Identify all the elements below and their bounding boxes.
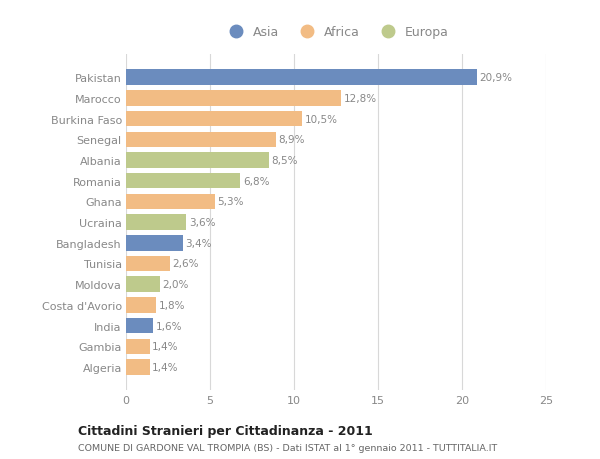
Text: 3,6%: 3,6% — [189, 218, 215, 228]
Bar — [126, 153, 269, 168]
Text: 6,8%: 6,8% — [243, 176, 269, 186]
Legend: Asia, Africa, Europa: Asia, Africa, Europa — [218, 21, 454, 44]
Text: 1,8%: 1,8% — [159, 300, 185, 310]
Text: 2,0%: 2,0% — [162, 280, 188, 290]
Bar — [126, 359, 149, 375]
Text: 5,3%: 5,3% — [218, 197, 244, 207]
Bar — [126, 277, 160, 292]
Bar — [126, 318, 153, 334]
Text: 1,4%: 1,4% — [152, 362, 179, 372]
Bar — [126, 297, 156, 313]
Text: 8,9%: 8,9% — [278, 135, 305, 145]
Bar — [126, 339, 149, 354]
Bar — [126, 91, 341, 106]
Bar — [126, 174, 240, 189]
Text: 8,5%: 8,5% — [271, 156, 298, 166]
Text: 2,6%: 2,6% — [172, 259, 199, 269]
Text: Cittadini Stranieri per Cittadinanza - 2011: Cittadini Stranieri per Cittadinanza - 2… — [78, 425, 373, 437]
Text: 20,9%: 20,9% — [479, 73, 512, 83]
Text: 3,4%: 3,4% — [185, 238, 212, 248]
Bar — [126, 132, 275, 148]
Text: COMUNE DI GARDONE VAL TROMPIA (BS) - Dati ISTAT al 1° gennaio 2011 - TUTTITALIA.: COMUNE DI GARDONE VAL TROMPIA (BS) - Dat… — [78, 443, 497, 452]
Bar — [126, 235, 183, 251]
Bar — [126, 194, 215, 210]
Text: 1,6%: 1,6% — [155, 321, 182, 331]
Bar — [126, 112, 302, 127]
Bar — [126, 215, 187, 230]
Text: 10,5%: 10,5% — [305, 114, 338, 124]
Bar — [126, 70, 477, 86]
Bar — [126, 256, 170, 272]
Text: 12,8%: 12,8% — [344, 94, 377, 104]
Text: 1,4%: 1,4% — [152, 341, 179, 352]
